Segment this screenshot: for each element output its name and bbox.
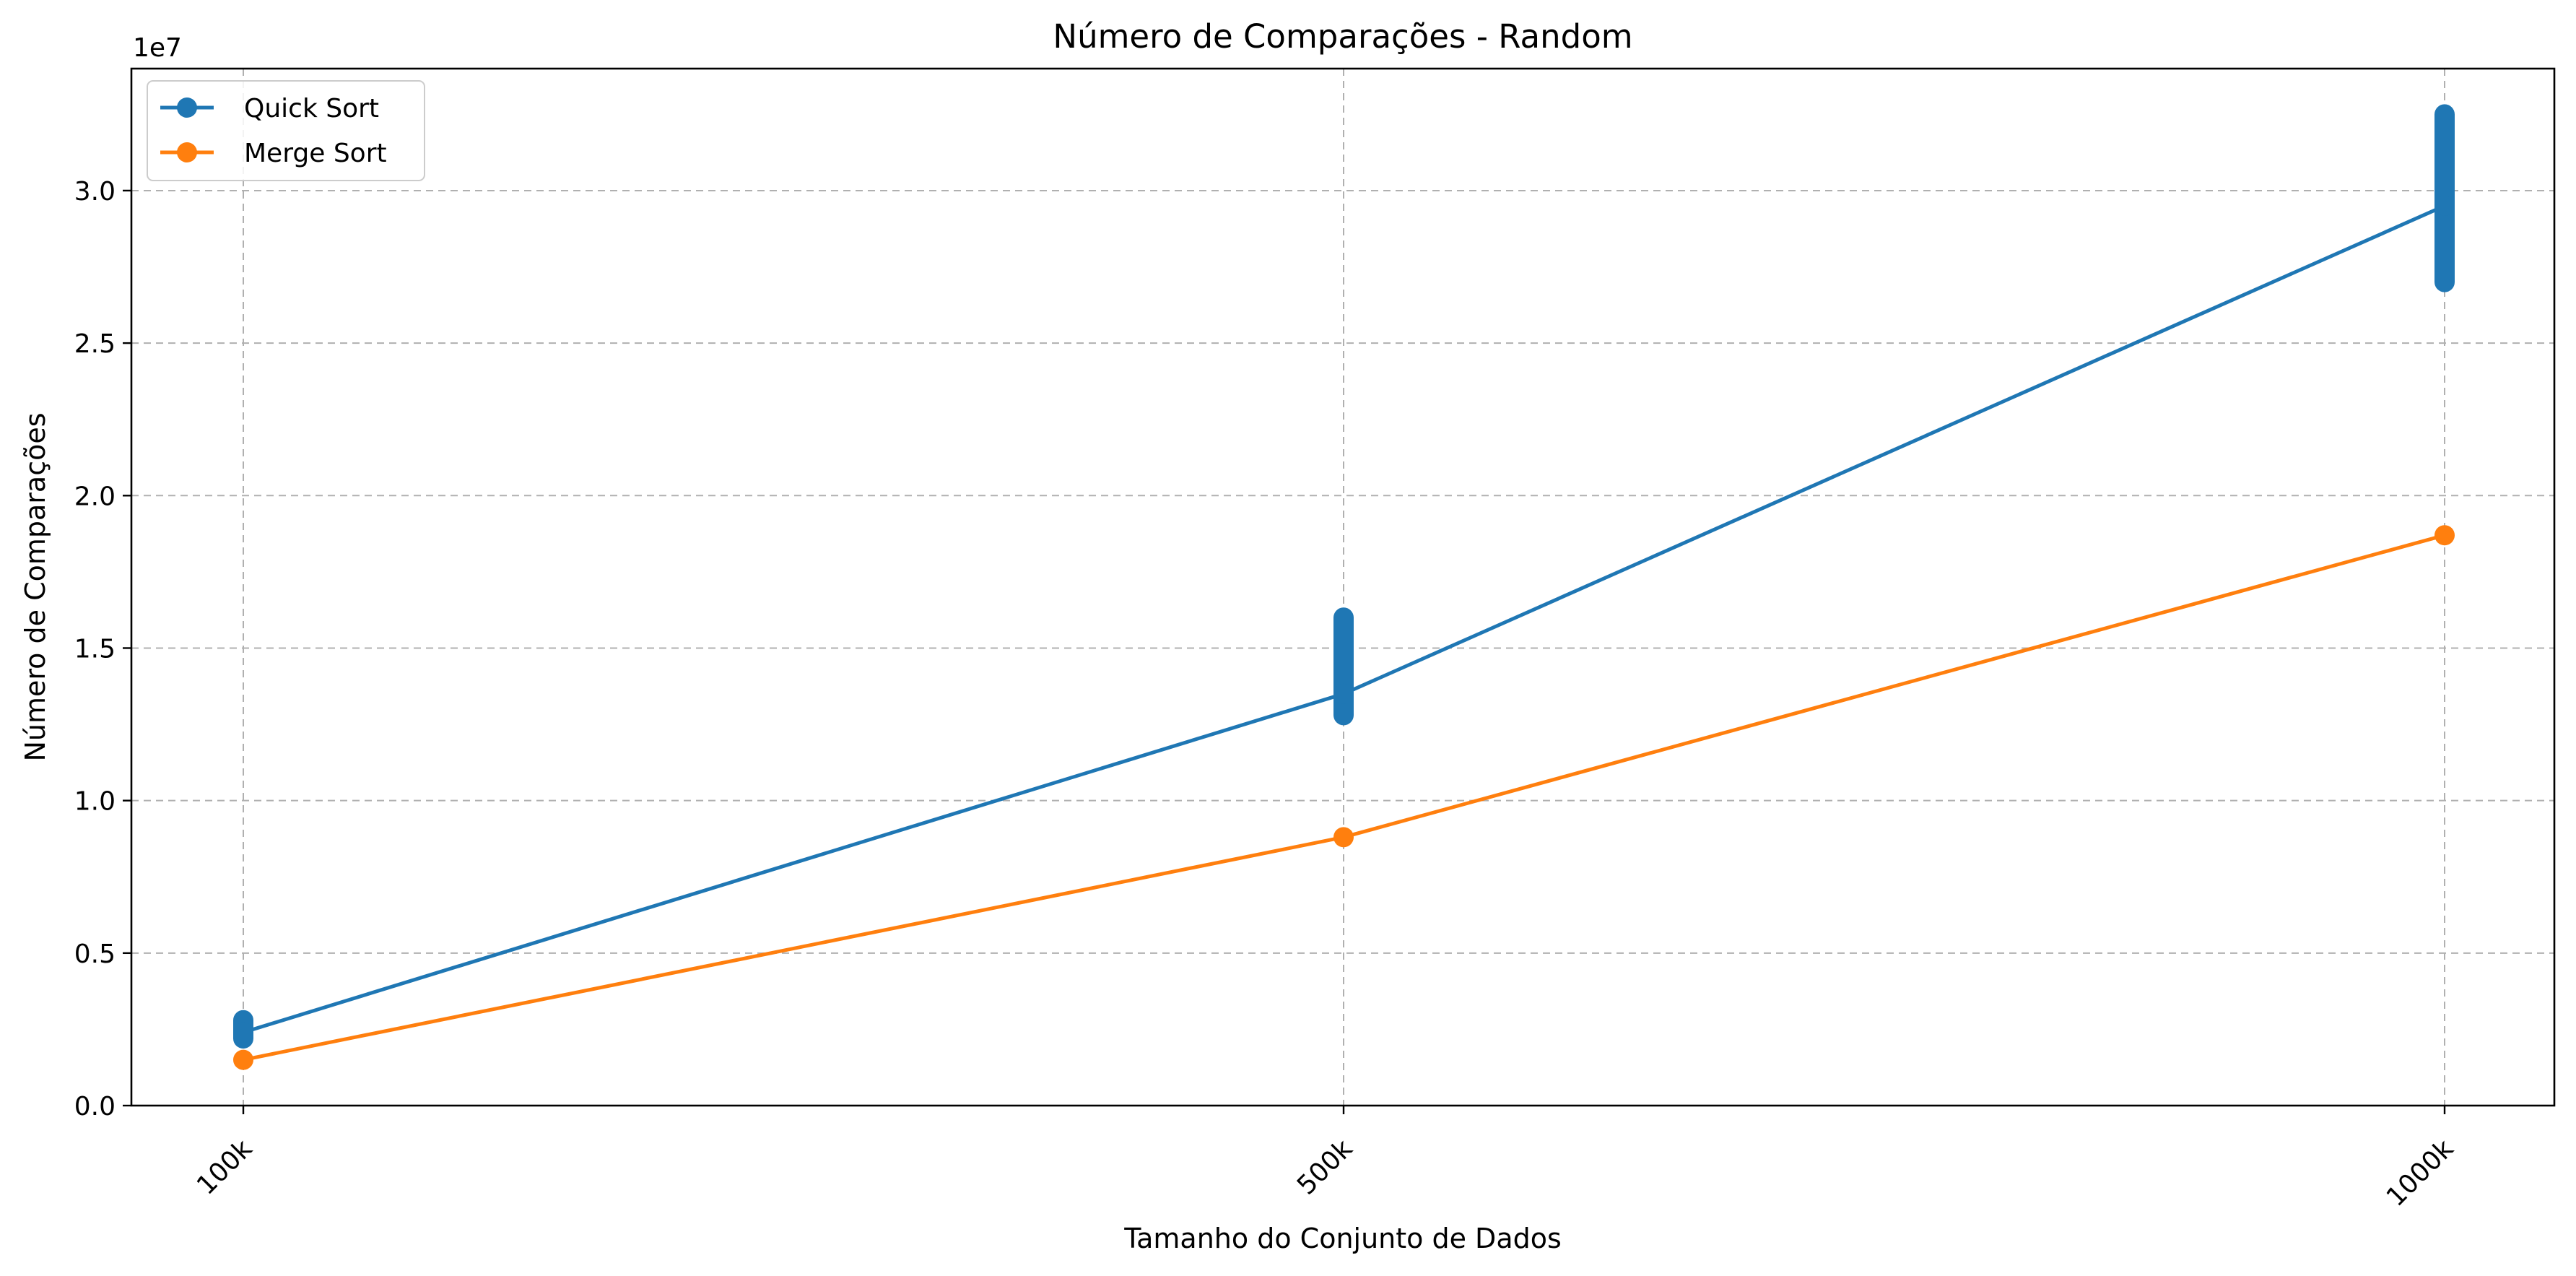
legend: Quick Sort Merge Sort [147,80,425,181]
y-tick-label: 0.0 [74,1092,116,1121]
x-axis-label: Tamanho do Conjunto de Dados [1123,1223,1562,1254]
data-point [233,1049,253,1070]
data-point [233,1022,253,1043]
data-point [2434,525,2455,546]
series-merge-sort [233,525,2455,1070]
legend-marker [177,142,197,162]
y-tick-label: 1.5 [74,634,116,664]
chart-title: Número de Comparações - Random [1053,17,1632,56]
legend-box [147,80,425,181]
series-layer [233,104,2455,1070]
data-point [1333,827,1354,848]
y-scale-offset-label: 1e7 [133,33,182,63]
y-tick-label: 2.0 [74,482,116,511]
y-axis-label: Número de Comparações [19,412,51,761]
legend-label: Quick Sort [244,94,379,123]
data-point [1333,683,1354,704]
y-tick-label: 3.0 [74,177,116,207]
series-quick-sort [233,104,2455,1049]
legend-marker [177,97,197,118]
y-tick-label: 2.5 [74,329,116,359]
y-tick-label: 0.5 [74,939,116,969]
y-tick-label: 1.0 [74,787,116,817]
legend-label: Merge Sort [244,139,387,168]
data-point [2434,196,2455,217]
